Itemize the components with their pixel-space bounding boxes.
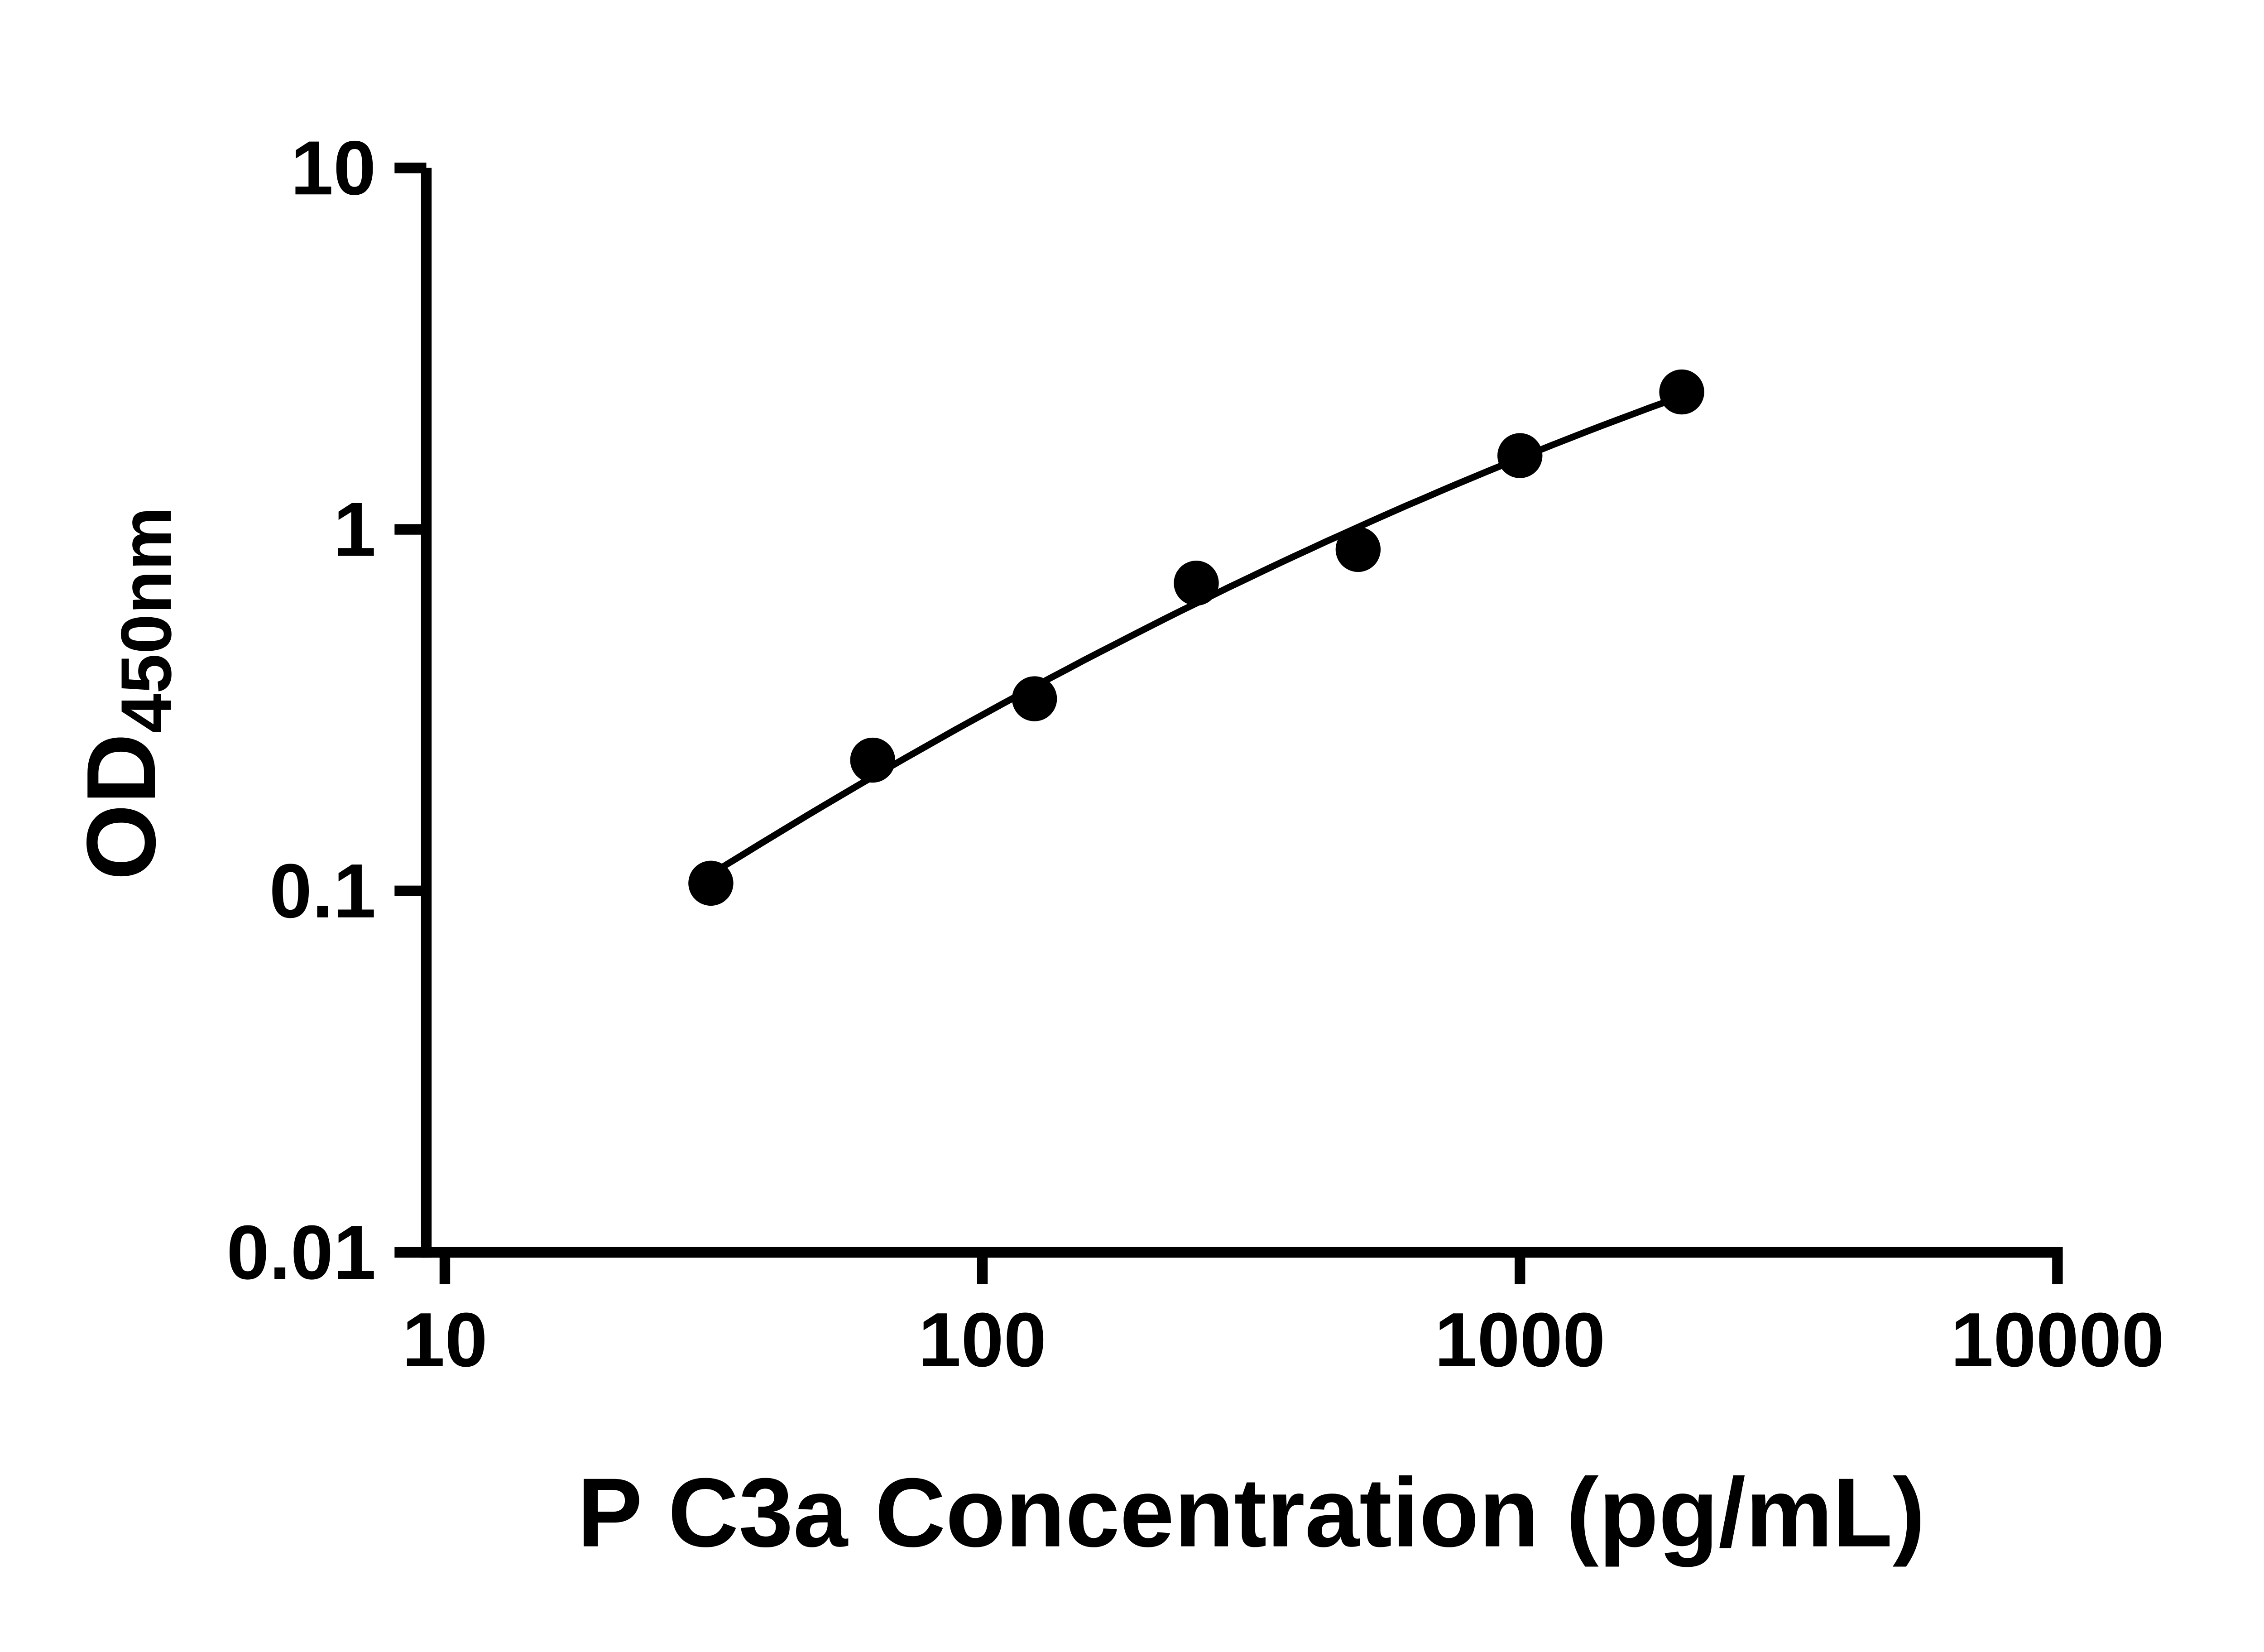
- y-tick-label: 0.01: [226, 1209, 376, 1295]
- x-tick-label: 10: [402, 1297, 488, 1383]
- data-points: [688, 369, 1704, 906]
- y-axis-title-main: OD: [66, 733, 176, 880]
- data-point: [1174, 561, 1219, 606]
- x-tick-label: 10000: [1951, 1297, 2164, 1383]
- x-tick-label: 100: [918, 1297, 1046, 1383]
- y-tick-label: 10: [291, 125, 376, 211]
- y-axis-title-sub: 450nm: [106, 507, 186, 733]
- data-point: [850, 737, 895, 783]
- axes: [421, 168, 2063, 1258]
- tick-labels: 10 100 1000 10000 0.01 0.1 1 10: [226, 125, 2164, 1383]
- data-point: [688, 860, 734, 906]
- data-point: [1497, 433, 1543, 478]
- data-point: [1335, 527, 1381, 572]
- y-axis-title: OD450nm: [66, 507, 186, 880]
- x-axis-title: P C3a Concentration (pg/mL): [577, 1458, 1925, 1567]
- data-point: [1659, 369, 1704, 415]
- tick-marks: [394, 163, 2063, 1284]
- x-tick-label: 1000: [1434, 1297, 1605, 1383]
- y-tick-label: 0.1: [269, 848, 376, 934]
- y-tick-label: 1: [333, 486, 376, 572]
- data-point: [1012, 676, 1057, 721]
